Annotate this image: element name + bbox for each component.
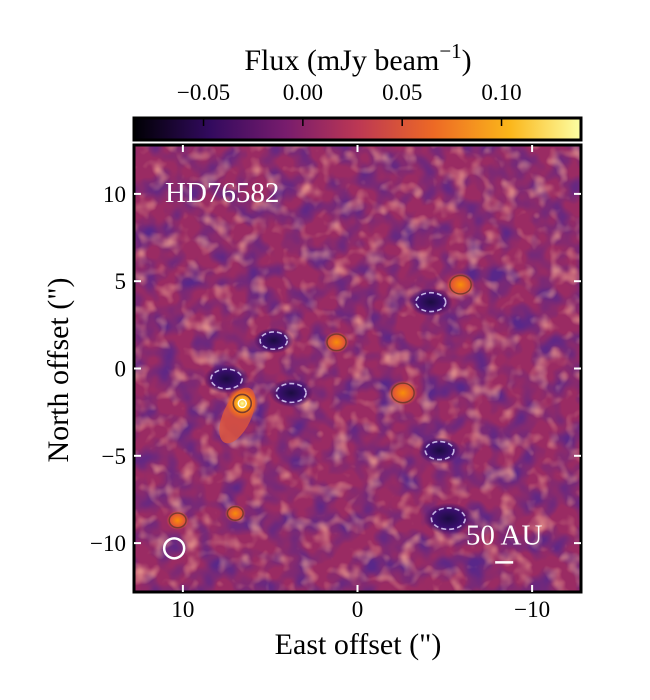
x-tick-label: 10 xyxy=(171,597,194,622)
positive-contour xyxy=(390,382,415,404)
source-contour xyxy=(232,393,253,414)
negative-regions xyxy=(203,288,474,535)
y-tick-label: 0 xyxy=(115,357,127,382)
positive-contour xyxy=(168,512,187,529)
colorbar-label-exponent: −1 xyxy=(439,39,461,63)
positive-region xyxy=(446,272,475,297)
negative-contour xyxy=(424,440,455,461)
source-contour-inner xyxy=(237,398,247,409)
y-tick-label: −10 xyxy=(90,531,126,556)
map-noise-bright xyxy=(134,145,581,592)
colorbar-tick-label: −0.05 xyxy=(177,80,230,105)
scale-bar-label: 50 AU xyxy=(466,519,543,551)
colorbar: −0.05 0.00 0.05 0.10 Flux (mJy beam−1) xyxy=(132,39,583,142)
positive-region xyxy=(387,380,418,406)
source-peak xyxy=(226,387,259,420)
y-tick-label: 10 xyxy=(103,182,126,207)
negative-contour xyxy=(210,368,243,390)
target-name: HD76582 xyxy=(165,177,279,209)
colorbar-label: Flux (mJy beam−1) xyxy=(244,39,471,77)
colorbar-tick-label: 0.00 xyxy=(283,80,323,105)
x-axis-label: East offset (") xyxy=(275,628,442,661)
colorbar-tick-label: 0.05 xyxy=(382,80,422,105)
positive-contour xyxy=(226,505,244,521)
x-tick-label: −10 xyxy=(514,597,550,622)
colorbar-tick-label: 0.10 xyxy=(481,80,521,105)
colorbar-gradient xyxy=(132,116,583,142)
y-axis-ticks: 10 5 0 −5 −10 xyxy=(90,182,581,556)
negative-contour xyxy=(415,291,447,313)
negative-contour xyxy=(275,382,307,404)
x-tick-label: 0 xyxy=(352,597,364,622)
y-axis-label: North offset (") xyxy=(42,278,75,463)
beam-ellipse xyxy=(162,537,186,560)
flux-map xyxy=(134,145,581,592)
negative-contour xyxy=(259,331,289,350)
negative-contour xyxy=(430,507,467,531)
positive-contour xyxy=(449,274,472,295)
positive-contour xyxy=(326,333,347,352)
colorbar-ticks: −0.05 0.00 0.05 0.10 xyxy=(177,80,522,126)
x-axis-ticks: 10 0 −10 xyxy=(171,145,550,622)
positive-regions xyxy=(166,272,475,530)
y-tick-label: −5 xyxy=(102,444,126,469)
y-tick-label: 5 xyxy=(115,269,127,294)
